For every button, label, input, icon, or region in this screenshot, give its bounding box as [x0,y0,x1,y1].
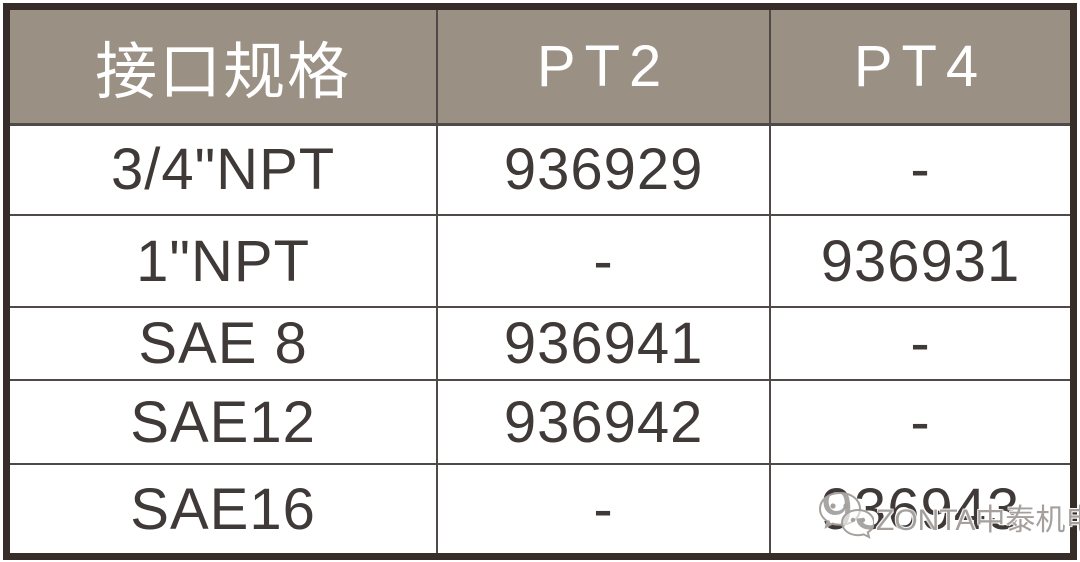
pt4-cell: - [769,123,1070,216]
spec-cell: 1"NPT [10,214,439,308]
table-row: 1"NPT - 936931 [10,214,1070,308]
pt2-cell: - [436,214,771,308]
table-row: SAE 8 936941 - [10,306,1070,381]
table-row: SAE12 936942 - [10,379,1070,465]
header-cell-pt4: PT4 [769,10,1070,126]
header-row: 接口规格 PT2 PT4 [10,10,1070,126]
spec-cell: SAE 8 [10,306,439,381]
pt4-cell: - [769,379,1070,465]
pt4-cell: - [769,306,1070,381]
pt2-cell: 936929 [436,123,771,216]
header-cell-spec: 接口规格 [10,10,439,126]
interface-spec-table: 接口规格 PT2 PT4 3/4"NPT 936929 - 1"NPT - 93… [10,10,1070,553]
table-row: 3/4"NPT 936929 - [10,123,1070,216]
pt2-cell: - [436,463,771,553]
pt2-cell: 936942 [436,379,771,465]
pt2-cell: 936941 [436,306,771,381]
header-cell-pt2: PT2 [436,10,771,126]
spec-cell: 3/4"NPT [10,123,439,216]
spec-cell: SAE16 [10,463,439,553]
pt4-cell: 936931 [769,214,1070,308]
table-row: SAE16 - 936943 [10,463,1070,553]
pt4-cell: 936943 [769,463,1070,553]
spec-table-frame: 接口规格 PT2 PT4 3/4"NPT 936929 - 1"NPT - 93… [3,3,1077,560]
spec-cell: SAE12 [10,379,439,465]
